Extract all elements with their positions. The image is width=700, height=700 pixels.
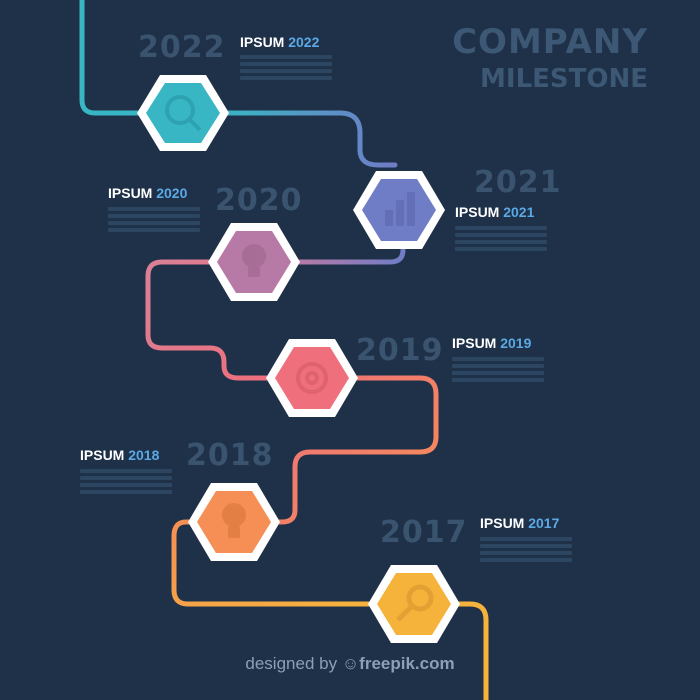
freepik-credit: designed by ☺freepik.com bbox=[0, 654, 700, 674]
placeholder-text-lines bbox=[80, 469, 172, 497]
year-watermark-2019: 2019 bbox=[356, 333, 444, 368]
milestone-label-2022: IPSUM 2022 bbox=[240, 34, 319, 50]
milestone-hex-2020 bbox=[208, 223, 300, 301]
target-icon bbox=[296, 362, 328, 394]
lightbulb-icon bbox=[222, 503, 246, 538]
milestone-title: IPSUM bbox=[455, 204, 500, 220]
milestone-year: 2021 bbox=[503, 204, 535, 220]
milestone-label-2019: IPSUM 2019 bbox=[452, 335, 531, 351]
credit-brand: freepik.com bbox=[359, 654, 455, 673]
milestone-label-2017: IPSUM 2017 bbox=[480, 515, 559, 531]
milestone-hex-2018 bbox=[188, 483, 280, 561]
milestone-year: 2019 bbox=[500, 335, 532, 351]
milestone-year: 2022 bbox=[288, 34, 320, 50]
milestone-hex-2017 bbox=[368, 565, 460, 643]
milestone-year: 2020 bbox=[156, 185, 188, 201]
magnifier-icon bbox=[396, 584, 434, 622]
search-document-icon bbox=[165, 95, 202, 132]
placeholder-text-lines bbox=[452, 357, 544, 385]
placeholder-text-lines bbox=[108, 207, 200, 235]
placeholder-text-lines bbox=[480, 537, 572, 565]
lightbulb-icon bbox=[242, 244, 266, 277]
chart-icon bbox=[385, 192, 415, 226]
year-watermark-2018: 2018 bbox=[186, 438, 274, 473]
milestone-year: 2018 bbox=[128, 447, 160, 463]
milestone-label-2018: IPSUM 2018 bbox=[80, 447, 159, 463]
year-watermark-2021: 2021 bbox=[474, 165, 562, 200]
page-title: COMPANY bbox=[452, 22, 648, 62]
milestone-title: IPSUM bbox=[80, 447, 125, 463]
credit-prefix: designed by bbox=[245, 654, 338, 673]
milestone-title: IPSUM bbox=[480, 515, 525, 531]
milestone-hex-2019 bbox=[266, 339, 358, 417]
page-subtitle: MILESTONE bbox=[480, 64, 648, 94]
freepik-logo-icon: ☺ bbox=[341, 654, 360, 673]
milestone-label-2021: IPSUM 2021 bbox=[455, 204, 534, 220]
placeholder-text-lines bbox=[455, 226, 547, 254]
year-watermark-2017: 2017 bbox=[380, 515, 468, 550]
milestone-year: 2017 bbox=[528, 515, 560, 531]
year-watermark-2022: 2022 bbox=[138, 30, 226, 65]
milestone-title: IPSUM bbox=[108, 185, 153, 201]
milestone-title: IPSUM bbox=[240, 34, 285, 50]
year-watermark-2020: 2020 bbox=[215, 183, 303, 218]
milestone-title: IPSUM bbox=[452, 335, 497, 351]
placeholder-text-lines bbox=[240, 55, 332, 83]
milestone-hex-2021 bbox=[353, 171, 445, 249]
milestone-label-2020: IPSUM 2020 bbox=[108, 185, 187, 201]
milestone-hex-2022 bbox=[137, 75, 229, 151]
